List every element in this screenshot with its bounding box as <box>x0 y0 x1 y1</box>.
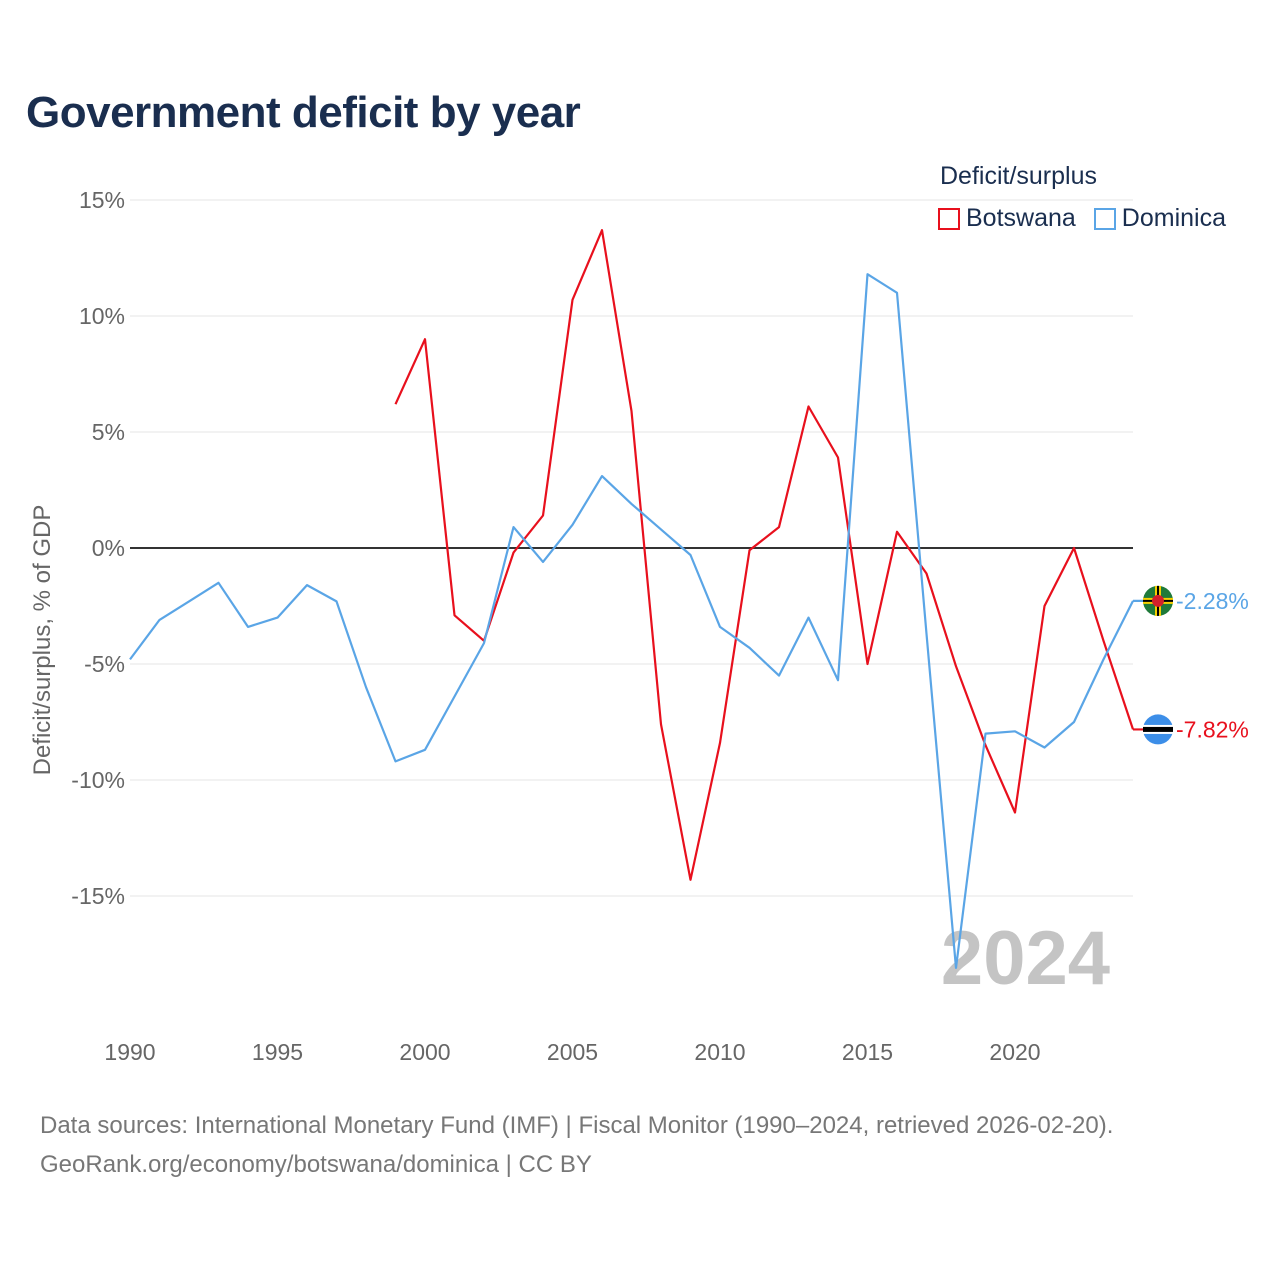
end-value-label-botswana: -7.82% <box>1176 716 1249 742</box>
y-tick-label: 15% <box>79 187 125 213</box>
y-tick-label: -15% <box>71 883 125 909</box>
line-chart: 15% 10% 5% 0% -5% -10% -15% 1990 1995 2000 2005 20… <box>29 187 1249 1065</box>
legend-swatch-botswana <box>938 207 960 230</box>
x-axis-ticks: 1990 1995 2000 2005 2010 2015 2020 <box>104 1039 1040 1065</box>
x-tick-label: 2000 <box>399 1039 450 1065</box>
legend-label-dominica: Dominica <box>1121 204 1226 232</box>
botswana-flag-icon <box>1143 714 1173 745</box>
y-tick-label: -5% <box>84 651 125 677</box>
dominica-flag-icon <box>1143 585 1173 616</box>
y-axis-ticks: 15% 10% 5% 0% -5% -10% -15% <box>71 187 125 909</box>
legend-swatch-dominica <box>1093 207 1116 230</box>
legend: Botswana Dominica <box>938 204 1226 233</box>
x-tick-label: 2005 <box>547 1039 598 1065</box>
end-markers: -7.82% -2.28% <box>1133 585 1249 745</box>
series-layer <box>129 229 1135 970</box>
x-tick-label: 1990 <box>104 1039 155 1065</box>
year-watermark: 2024 <box>941 916 1110 1001</box>
x-tick-label: 2010 <box>694 1039 745 1065</box>
legend-item-botswana[interactable]: Botswana <box>938 204 1076 233</box>
legend-item-dominica[interactable]: Dominica <box>1093 204 1226 233</box>
legend-title: Deficit/surplus <box>940 162 1097 190</box>
series-line-botswana[interactable] <box>394 229 1135 881</box>
credit-line[interactable]: GeoRank.org/economy/botswana/dominica | … <box>40 1151 592 1178</box>
gridlines <box>130 199 1133 897</box>
y-tick-label: 0% <box>92 535 125 561</box>
source-line: Data sources: International Monetary Fun… <box>40 1112 1114 1139</box>
x-tick-label: 2020 <box>989 1039 1040 1065</box>
series-line-dominica[interactable] <box>129 273 1134 970</box>
y-tick-label: 10% <box>79 303 125 329</box>
y-axis-label: Deficit/surplus, % of GDP <box>29 505 56 776</box>
legend-label-botswana: Botswana <box>966 204 1076 232</box>
x-tick-label: 1995 <box>252 1039 303 1065</box>
footer: Data sources: International Monetary Fun… <box>40 1106 1113 1184</box>
x-tick-label: 2015 <box>842 1039 893 1065</box>
chart-title: Government deficit by year <box>26 88 581 137</box>
end-value-label-dominica: -2.28% <box>1176 588 1249 614</box>
y-tick-label: 5% <box>92 419 125 445</box>
y-tick-label: -10% <box>71 767 125 793</box>
